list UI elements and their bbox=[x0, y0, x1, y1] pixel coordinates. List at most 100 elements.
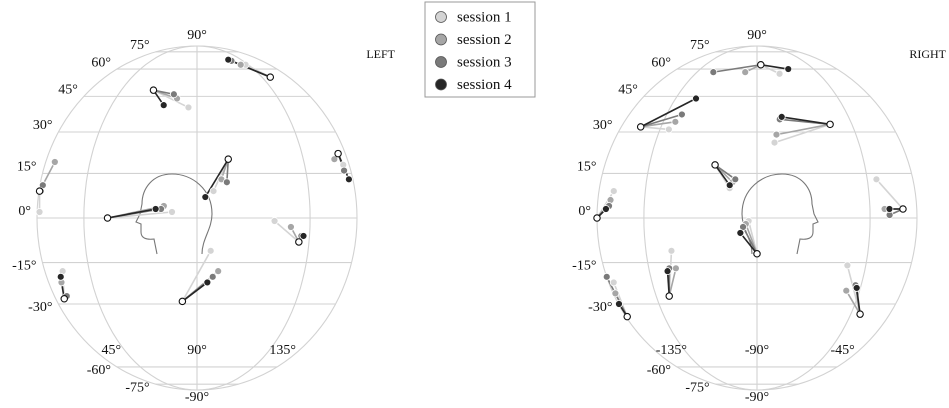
response-point bbox=[603, 273, 610, 280]
legend-label: session 4 bbox=[457, 77, 512, 93]
legend-marker bbox=[436, 79, 447, 90]
elevation-label: -60° bbox=[87, 363, 111, 378]
response-point bbox=[844, 262, 851, 269]
response-point bbox=[300, 232, 307, 239]
elevation-label: -90° bbox=[745, 390, 769, 405]
panel-right: 90°75°60°45°30°15°0°-15°-30°-60°-75°-90°… bbox=[572, 28, 946, 405]
figure: 90° 75° 60° 45° 30° 15° 0° -15° -30° -60° -75° -90°… bbox=[0, 0, 949, 408]
response-point bbox=[693, 95, 700, 102]
response-point bbox=[612, 290, 619, 297]
response-point bbox=[345, 176, 352, 183]
response-point bbox=[672, 265, 679, 272]
target-point bbox=[827, 121, 833, 127]
response-point bbox=[610, 188, 617, 195]
legend-marker bbox=[436, 57, 447, 68]
response-point bbox=[51, 159, 58, 166]
response-point bbox=[668, 247, 675, 254]
target-point bbox=[712, 162, 718, 168]
response-line bbox=[743, 227, 757, 254]
elevation-label: -30° bbox=[588, 300, 612, 315]
response-point bbox=[152, 205, 159, 212]
elevation-label: 90° bbox=[187, 28, 207, 43]
response-point bbox=[853, 284, 860, 291]
azimuth-label: -90° bbox=[745, 343, 769, 358]
target-point bbox=[36, 188, 42, 194]
response-point bbox=[710, 69, 717, 76]
azimuth-label: 45° bbox=[102, 343, 122, 358]
azimuth-label: -45° bbox=[831, 343, 855, 358]
legend-label: session 2 bbox=[457, 32, 512, 48]
target-point bbox=[225, 156, 231, 162]
target-point bbox=[900, 206, 906, 212]
panel-title: RIGHT bbox=[909, 47, 946, 61]
panel-left: 90°75°60°45°30°15°0°-15°-30°-60°-75°-90°… bbox=[12, 28, 395, 405]
elevation-label: 15° bbox=[577, 160, 597, 175]
response-point bbox=[615, 301, 622, 308]
response-point bbox=[664, 268, 671, 275]
elevation-label: 75° bbox=[690, 38, 710, 53]
response-point bbox=[202, 194, 209, 201]
response-point bbox=[843, 287, 850, 294]
response-point bbox=[602, 205, 609, 212]
response-point bbox=[287, 224, 294, 231]
legend-label: session 3 bbox=[457, 54, 512, 70]
legend-marker bbox=[436, 12, 447, 23]
response-point bbox=[36, 208, 43, 215]
response-point bbox=[185, 104, 192, 111]
response-line bbox=[182, 282, 207, 301]
response-point bbox=[341, 167, 348, 174]
response-point bbox=[886, 205, 893, 212]
elevation-label: 0° bbox=[18, 204, 31, 219]
response-point bbox=[225, 56, 232, 63]
response-line bbox=[641, 127, 669, 130]
target-point bbox=[758, 62, 764, 68]
response-point bbox=[742, 69, 749, 76]
response-point bbox=[773, 131, 780, 138]
elevation-label: 30° bbox=[33, 118, 53, 133]
elevation-label: -75° bbox=[125, 380, 149, 395]
response-point bbox=[223, 179, 230, 186]
response-point bbox=[665, 126, 672, 133]
response-point bbox=[170, 91, 177, 98]
response-point bbox=[672, 118, 679, 125]
legend-marker bbox=[436, 34, 447, 45]
response-line bbox=[275, 221, 299, 242]
response-point bbox=[215, 268, 222, 275]
azimuth-label: -135° bbox=[656, 343, 687, 358]
response-point bbox=[737, 229, 744, 236]
elevation-label: -60° bbox=[647, 363, 671, 378]
target-point bbox=[637, 124, 643, 130]
elevation-label: -15° bbox=[572, 259, 596, 274]
response-point bbox=[726, 182, 733, 189]
response-point bbox=[57, 273, 64, 280]
target-point bbox=[150, 87, 156, 93]
target-point bbox=[296, 239, 302, 245]
panel-title: LEFT bbox=[366, 47, 395, 61]
target-point bbox=[179, 298, 185, 304]
response-point bbox=[207, 247, 214, 254]
response-point bbox=[873, 176, 880, 183]
target-point bbox=[61, 296, 67, 302]
response-point bbox=[168, 208, 175, 215]
elevation-label: 0° bbox=[578, 204, 591, 219]
elevation-label: -15° bbox=[12, 259, 36, 274]
response-point bbox=[209, 273, 216, 280]
target-point bbox=[335, 150, 341, 156]
elevation-label: 30° bbox=[593, 118, 613, 133]
response-point bbox=[210, 188, 217, 195]
elevation-label: 45° bbox=[618, 83, 638, 98]
response-point bbox=[776, 70, 783, 77]
elevation-label: 15° bbox=[17, 160, 37, 175]
response-point bbox=[732, 176, 739, 183]
elevation-label: -75° bbox=[685, 380, 709, 395]
response-point bbox=[160, 102, 167, 109]
response-point bbox=[785, 66, 792, 73]
target-point bbox=[666, 293, 672, 299]
response-point bbox=[237, 61, 244, 68]
response-line bbox=[876, 179, 903, 209]
response-point bbox=[678, 111, 685, 118]
response-point bbox=[778, 113, 785, 120]
elevation-label: -90° bbox=[185, 390, 209, 405]
elevation-label: 60° bbox=[651, 55, 671, 70]
